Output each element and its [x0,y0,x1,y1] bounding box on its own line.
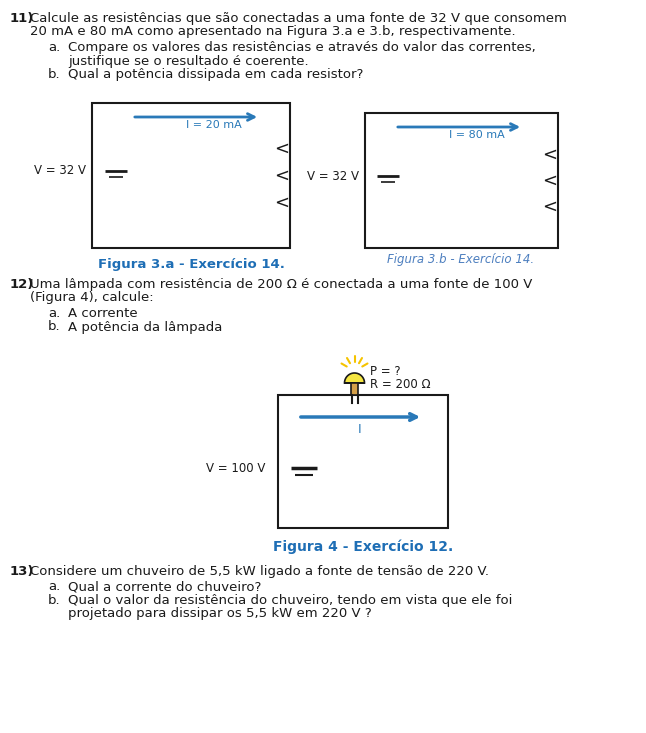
Bar [365,113,558,248]
Bar [351,383,358,395]
Text: <: < [275,139,289,158]
Text: P = ?: P = ? [371,365,401,378]
Text: b.: b. [48,594,61,607]
Text: (Figura 4), calcule:: (Figura 4), calcule: [30,292,154,304]
Text: 20 mA e 80 mA como apresentado na Figura 3.a e 3.b, respectivamente.: 20 mA e 80 mA como apresentado na Figura… [30,26,516,39]
Text: A corrente: A corrente [68,307,138,320]
Bar [92,103,290,248]
Text: <: < [275,194,289,212]
Polygon shape [344,373,364,383]
Text: Uma lâmpada com resistência de 200 Ω é conectada a uma fonte de 100 V: Uma lâmpada com resistência de 200 Ω é c… [30,278,532,291]
Text: Calcule as resistências que são conectadas a uma fonte de 32 V que consomem: Calcule as resistências que são conectad… [30,12,567,25]
Text: V = 100 V: V = 100 V [206,462,266,475]
Text: A potência da lâmpada: A potência da lâmpada [68,320,222,334]
Text: Considere um chuveiro de 5,5 kW ligado a fonte de tensão de 220 V.: Considere um chuveiro de 5,5 kW ligado a… [30,565,489,578]
Text: projetado para dissipar os 5,5 kW em 220 V ?: projetado para dissipar os 5,5 kW em 220… [68,608,371,621]
Text: a.: a. [48,581,60,594]
Text: justifique se o resultado é coerente.: justifique se o resultado é coerente. [68,54,309,67]
Text: I: I [358,423,362,436]
Text: <: < [543,145,557,163]
Text: a.: a. [48,307,60,320]
Text: I = 20 mA: I = 20 mA [186,120,242,130]
Text: V = 32 V: V = 32 V [34,164,86,177]
Text: Qual a potência dissipada em cada resistor?: Qual a potência dissipada em cada resist… [68,68,363,81]
Text: Figura 4 - Exercício 12.: Figura 4 - Exercício 12. [273,540,453,554]
Text: b.: b. [48,320,61,334]
Text: <: < [543,172,557,190]
Text: 13): 13) [10,565,34,578]
Text: V = 32 V: V = 32 V [307,169,359,183]
Text: a.: a. [48,41,60,54]
Text: b.: b. [48,68,61,81]
Text: 11): 11) [10,12,34,25]
Text: Compare os valores das resistências e através do valor das correntes,: Compare os valores das resistências e at… [68,41,536,54]
Text: Qual a corrente do chuveiro?: Qual a corrente do chuveiro? [68,581,262,594]
Text: Figura 3.a - Exercício 14.: Figura 3.a - Exercício 14. [98,258,284,271]
Text: R = 200 Ω: R = 200 Ω [371,378,431,391]
Bar [278,395,448,528]
Text: 12): 12) [10,278,34,291]
Text: <: < [275,166,289,185]
Text: <: < [543,197,557,216]
Text: Qual o valor da resistência do chuveiro, tendo em vista que ele foi: Qual o valor da resistência do chuveiro,… [68,594,512,607]
Text: I = 80 mA: I = 80 mA [449,130,505,140]
Text: Figura 3.b - Exercício 14.: Figura 3.b - Exercício 14. [388,253,534,266]
